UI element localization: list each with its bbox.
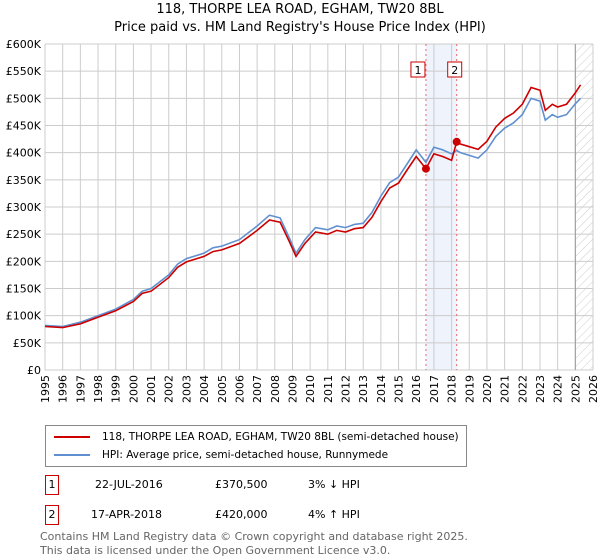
x-tick-label: 1996 [57,375,70,403]
y-tick-label: £50K [13,337,42,350]
y-tick-label: £550K [6,65,42,78]
sale-label: 1 [414,64,421,77]
footer: Contains HM Land Registry data © Crown c… [40,530,468,558]
transaction-hpi: 4% ↑ HPI [308,508,360,521]
legend-label-hpi: HPI: Average price, semi-detached house,… [102,449,389,461]
legend: 118, THORPE LEA ROAD, EGHAM, TW20 8BL (s… [45,425,467,467]
x-tick-label: 2020 [481,375,494,403]
x-tick-label: 1998 [92,375,105,403]
sale-point [452,137,461,146]
x-tick-label: 2012 [340,375,353,403]
legend-red-line [54,436,90,438]
sale-label-box [410,61,426,78]
price-chart: 1995 1996 1997 1998 1999 2000 2001 2002 2003 2004… [6,38,600,403]
sale-label-box [447,61,463,78]
transaction-price: £370,500 [215,478,268,491]
y-tick-label: £400K [6,147,42,160]
transaction-marker: 2 [45,505,59,525]
y-tick-label: £0 [27,364,41,377]
x-tick-label: 2000 [127,375,140,403]
x-tick-label: 2022 [516,375,529,403]
transaction-marker: 1 [45,475,59,495]
x-tick-label: 2003 [180,375,193,403]
x-tick-label: 2017 [428,375,441,403]
footer-line-1: Contains HM Land Registry data © Crown c… [40,530,468,543]
x-tick-label: 2023 [534,375,547,403]
x-tick-label: 1997 [74,375,87,403]
x-tick-label: 2010 [304,375,317,403]
x-tick-label: 2008 [269,375,282,403]
footer-line-2: This data is licensed under the Open Gov… [40,544,391,557]
sale-label: 2 [451,64,458,77]
x-tick-label: 2004 [198,375,211,403]
x-tick-label: 2016 [410,375,423,403]
y-tick-label: £600K [6,38,42,51]
transaction-hpi: 3% ↓ HPI [308,478,360,491]
x-tick-label: 2024 [552,375,565,403]
hpi-line [44,97,582,328]
y-tick-label: £250K [6,228,42,241]
y-tick-label: £100K [6,310,42,323]
y-tick-label: £300K [6,201,42,214]
x-tick-label: 2013 [357,375,370,403]
x-tick-label: 2025 [569,375,582,403]
x-tick-label: 2014 [375,375,388,403]
x-tick-label: 2009 [286,375,299,403]
transaction-date: 17-APR-2018 [91,508,163,521]
y-tick-label: £350K [6,174,42,187]
y-tick-label: £150K [6,283,42,296]
property-price-line [44,84,582,329]
legend-blue-line [54,454,90,456]
x-tick-label: 2001 [145,375,158,403]
legend-label-property: 118, THORPE LEA ROAD, EGHAM, TW20 8BL (s… [102,431,459,443]
transaction-date: 22-JUL-2016 [95,478,163,491]
x-tick-label: 2002 [163,375,176,403]
x-tick-label: 2021 [499,375,512,403]
x-tick-label: 2011 [322,375,335,403]
transaction-row: 1 22-JUL-2016 £370,500 3% ↓ HPI [45,475,545,497]
x-tick-label: 2026 [587,375,600,403]
x-tick-label: 1999 [110,375,123,403]
sale-point [421,164,430,173]
transaction-price: £420,000 [215,508,268,521]
chart-title: 118, THORPE LEA ROAD, EGHAM, TW20 8BL [156,2,444,17]
chart-subtitle: Price paid vs. HM Land Registry's House … [114,20,486,35]
x-tick-label: 2006 [233,375,246,403]
x-tick-label: 2005 [216,375,229,403]
y-tick-label: £500K [6,92,42,105]
transaction-row: 2 17-APR-2018 £420,000 4% ↑ HPI [45,505,545,527]
y-tick-label: £200K [6,255,42,268]
x-tick-label: 2018 [446,375,459,403]
x-tick-label: 1995 [39,375,52,403]
y-tick-label: £450K [6,120,42,133]
x-tick-label: 2007 [251,375,264,403]
x-tick-label: 2015 [393,375,406,403]
x-tick-label: 2019 [463,375,476,403]
